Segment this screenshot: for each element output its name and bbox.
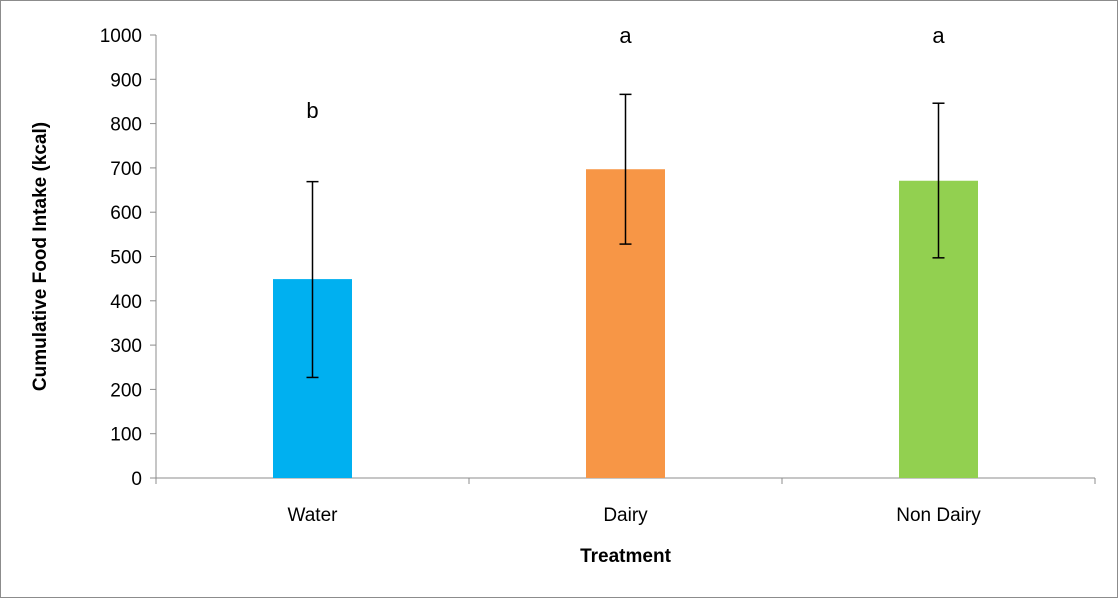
x-category-label: Non Dairy (896, 505, 981, 526)
y-tick-label: 600 (110, 203, 142, 224)
x-category-label: Water (288, 505, 339, 526)
y-axis: 0 100 200 300 400 500 600 700 800 900 1000 (100, 26, 157, 490)
y-tick-label: 700 (110, 159, 142, 180)
significance-label: a (619, 23, 632, 48)
y-tick-label: 400 (110, 292, 142, 313)
y-axis-title: Cumulative Food Intake (kcal) (30, 122, 51, 391)
y-tick-label: 800 (110, 115, 142, 136)
x-axis-title: Treatment (580, 546, 671, 567)
error-bars (306, 93, 945, 379)
significance-label: b (306, 98, 318, 123)
y-tick-label: 200 (110, 380, 142, 401)
y-tick-label: 0 (131, 469, 142, 490)
y-tick-label: 1000 (100, 26, 142, 47)
significance-label: a (932, 23, 945, 48)
y-tick-label: 500 (110, 248, 142, 269)
y-tick-label: 100 (110, 425, 142, 446)
x-axis (155, 477, 1096, 484)
labels: Water b Dairy a Non Dairy a (288, 23, 982, 526)
x-category-label: Dairy (603, 505, 648, 526)
y-tick-label: 300 (110, 336, 142, 357)
y-tick-label: 900 (110, 70, 142, 91)
